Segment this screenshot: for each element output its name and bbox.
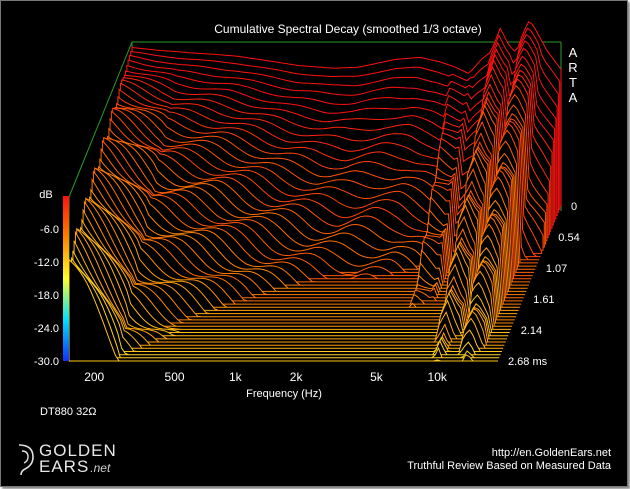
ear-icon bbox=[18, 444, 34, 476]
footer-url[interactable]: http://en.GoldenEars.net bbox=[491, 447, 611, 459]
color-scale-bar bbox=[63, 196, 69, 361]
x-tick-label: 500 bbox=[165, 370, 185, 384]
x-tick-labels: 200 500 1k 2k 5k 10k bbox=[84, 370, 448, 384]
box-top-diagonal bbox=[68, 41, 133, 198]
logo-golden-text: GOLDEN bbox=[39, 440, 117, 460]
time-tick-label: 2.14 bbox=[521, 325, 542, 337]
time-tick-label: 1.61 bbox=[533, 294, 554, 306]
x-tick-label: 10k bbox=[428, 370, 448, 384]
x-axis-label: Frequency (Hz) bbox=[246, 388, 322, 400]
x-tick-label: 2k bbox=[290, 370, 304, 384]
arta-letter: T bbox=[569, 75, 577, 90]
x-tick-label: 200 bbox=[84, 370, 104, 384]
arta-letter: A bbox=[569, 90, 578, 105]
y-axis-label: dB bbox=[39, 189, 52, 201]
footer-tagline: Truthful Review Based on Measured Data bbox=[407, 460, 611, 472]
y-tick-label: -6.0 bbox=[40, 224, 59, 236]
time-tick-label: 0 bbox=[571, 201, 577, 213]
chart-title: Cumulative Spectral Decay (smoothed 1/3 … bbox=[214, 22, 481, 36]
time-tick-label: 2.68 ms bbox=[508, 356, 548, 368]
x-tick-label: 1k bbox=[229, 370, 243, 384]
y-tick-labels: -6.0 -12.0 -18.0 -24.0 -30.0 bbox=[34, 224, 59, 368]
y-tick-label: -30.0 bbox=[34, 356, 59, 368]
decay-slices bbox=[68, 21, 562, 362]
logo-net-text: .net bbox=[90, 460, 111, 475]
x-tick-label: 5k bbox=[370, 370, 384, 384]
y-tick-label: -24.0 bbox=[34, 323, 59, 335]
decay-slice-48 bbox=[69, 259, 500, 359]
y-tick-label: -12.0 bbox=[34, 257, 59, 269]
goldenears-logo: GOLDEN EARS.net bbox=[13, 439, 117, 479]
time-tick-label: 1.07 bbox=[546, 263, 567, 275]
arta-letter: R bbox=[568, 60, 577, 75]
logo-ears-text: EARS bbox=[39, 456, 90, 476]
model-label: DT880 32Ω bbox=[40, 406, 97, 418]
footer-credits: http://en.GoldenEars.net Truthful Review… bbox=[407, 447, 611, 473]
decay-slice-49 bbox=[68, 258, 498, 362]
y-tick-label: -18.0 bbox=[34, 290, 59, 302]
time-axis-labels: 0 0.54 1.07 1.61 2.14 2.68 ms bbox=[508, 201, 580, 368]
time-tick-label: 0.54 bbox=[558, 232, 579, 244]
arta-letter: A bbox=[569, 45, 578, 60]
